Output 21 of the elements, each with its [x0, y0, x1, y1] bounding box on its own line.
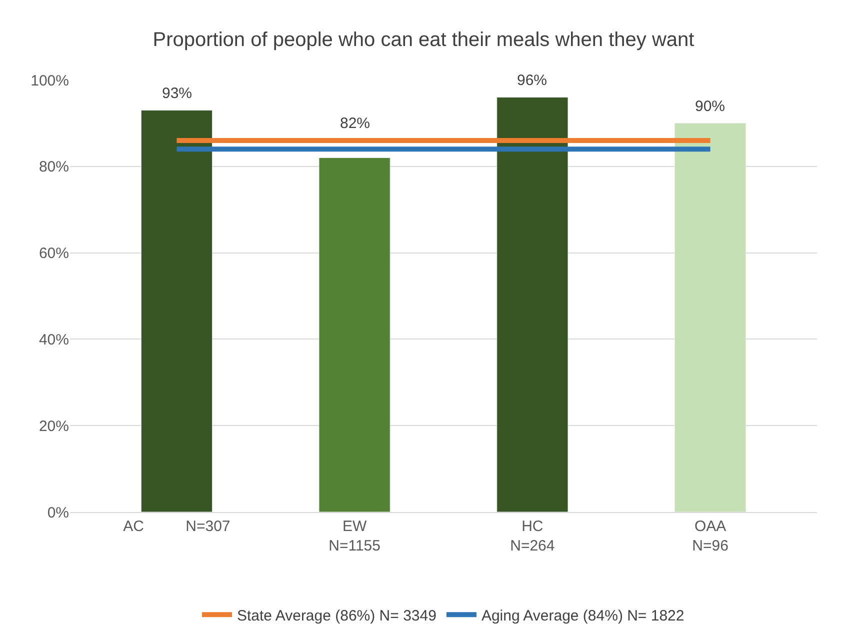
x-tick-label: AC N=307	[123, 518, 230, 535]
y-tick-label: 80%	[38, 158, 69, 176]
bar	[674, 122, 746, 512]
data-label: 93%	[162, 85, 192, 102]
y-tick-label: 0%	[47, 504, 69, 522]
y-tick-label: 40%	[38, 331, 69, 348]
y-tick-label: 20%	[38, 418, 69, 435]
data-label: 90%	[695, 98, 726, 115]
chart-title: Proportion of people who can eat their meals when they want	[152, 29, 695, 52]
legend-label: Aging Average (84%) N= 1822	[481, 608, 684, 624]
bar	[140, 110, 213, 512]
x-tick-label: EW N=1155	[328, 518, 380, 554]
data-label: 96%	[517, 72, 548, 89]
y-tick-label: 100%	[30, 72, 69, 90]
x-tick-label: HC N=264	[510, 518, 555, 554]
data-label: 82%	[340, 115, 370, 132]
x-tick-label: OAA N=96	[692, 518, 728, 554]
y-tick-label: 60%	[38, 245, 69, 262]
legend-label: State Average (86%) N= 3349	[237, 608, 436, 624]
bar	[496, 97, 568, 512]
bar	[318, 158, 390, 512]
